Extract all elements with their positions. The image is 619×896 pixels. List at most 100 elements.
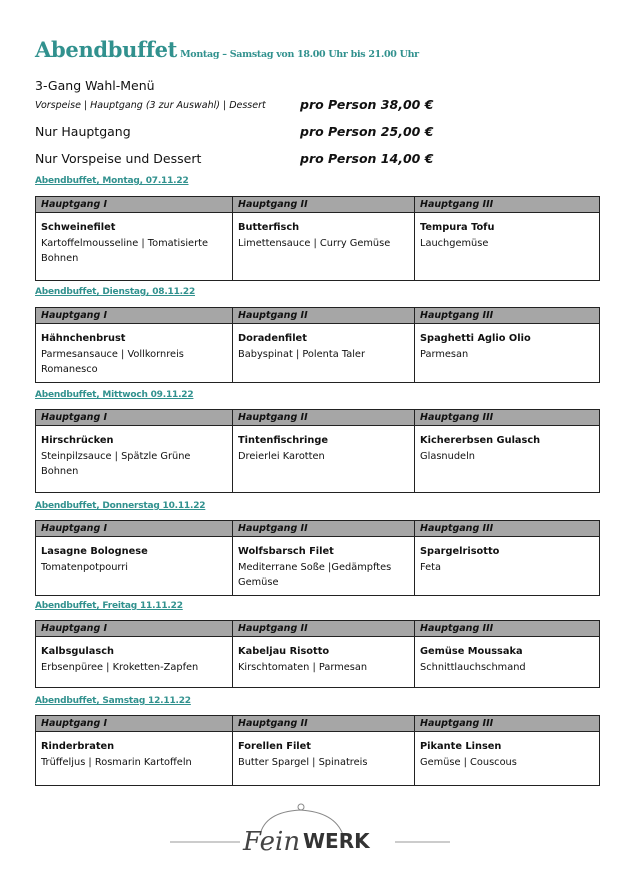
column-header: Hauptgang I [35,520,233,537]
column-header: Hauptgang II [232,620,415,637]
dish-cell: Wolfsbarsch Filet Mediterrane Soße |Gedäm… [232,536,415,596]
column-header: Hauptgang I [35,409,233,426]
day-heading: Abendbuffet, Donnerstag 10.11.22 [35,501,206,511]
dish-cell: Hähnchenbrust Parmesansauce | Vollkornrei… [35,323,233,383]
dish-sides: Parmesansauce | Vollkornreis Romanesco [41,348,184,376]
day-menu-table: Hauptgang I Hauptgang II Hauptgang III Lasa… [35,520,600,596]
dish-sides: Lauchgemüse [420,237,489,249]
table-row: Kalbsgulasch Erbsenpüree | Kroketten-Zapf… [35,636,600,688]
dish-name: Butterfisch [238,222,300,233]
dish-sides: Steinpilzsauce | Spätzle Grüne Bohnen [41,450,191,478]
offer-price-menu: pro Person 38,00 € [300,97,434,112]
dish-sides: Babyspinat | Polenta Taler [238,348,365,360]
dish-name: Rinderbraten [41,741,115,752]
table-row: Hirschrücken Steinpilzsauce | Spätzle Grü… [35,425,600,493]
day-menu-table: Hauptgang I Hauptgang II Hauptgang III Kalb… [35,620,600,688]
dish-sides: Limettensauce | Curry Gemüse [238,237,391,249]
dish-sides: Tomatenpotpourri [41,561,129,573]
dish-name: Spargelrisotto [420,546,500,557]
dish-cell: Tintenfischringe Dreierlei Karotten [232,425,415,493]
dish-name: Hirschrücken [41,435,114,446]
column-header: Hauptgang II [232,196,415,213]
dish-cell: Spaghetti Aglio Olio Parmesan [414,323,600,383]
offer-label-starter-dessert: Nur Vorspeise und Dessert [35,151,202,166]
day-heading: Abendbuffet, Dienstag, 08.11.22 [35,287,196,297]
dish-sides: Parmesan [420,348,469,360]
table-row: Schweinefilet Kartoffelmousseline | Tomat… [35,212,600,281]
title-main: Abendbuffet [35,37,178,62]
dish-name: Lasagne Bolognese [41,546,148,557]
dish-cell: Lasagne Bolognese Tomatenpotpourri [35,536,233,596]
dish-cell: Kalbsgulasch Erbsenpüree | Kroketten-Zapf… [35,636,233,688]
column-header: Hauptgang III [414,620,600,637]
table-header: Hauptgang I Hauptgang II Hauptgang III [35,307,600,324]
page-title: Abendbuffet Montag – Samstag von 18.00 Uh… [35,37,419,62]
dish-cell: Pikante Linsen Gemüse | Couscous [414,731,600,786]
dish-cell: Forellen Filet Butter Spargel | Spinatrei… [232,731,415,786]
dish-sides: Trüffeljus | Rosmarin Kartoffeln [41,756,192,768]
dish-cell: Spargelrisotto Feta [414,536,600,596]
dish-cell: Doradenfilet Babyspinat | Polenta Taler [232,323,415,383]
dish-name: Gemüse Moussaka [420,646,523,657]
dish-name: Tintenfischringe [238,435,329,446]
column-header: Hauptgang III [414,715,600,732]
dish-name: Schweinefilet [41,222,116,233]
dish-cell: Gemüse Moussaka Schnittlauchschmand [414,636,600,688]
dish-name: Spaghetti Aglio Olio [420,333,531,344]
column-header: Hauptgang III [414,409,600,426]
column-header: Hauptgang I [35,196,233,213]
dish-name: Pikante Linsen [420,741,502,752]
column-header: Hauptgang II [232,307,415,324]
feinwerk-logo: Fein WERK [170,803,450,857]
offer-price-starter-dessert: pro Person 14,00 € [300,151,434,166]
offer-label-main: Nur Hauptgang [35,124,131,139]
dish-cell: Schweinefilet Kartoffelmousseline | Tomat… [35,212,233,281]
svg-text:WERK: WERK [303,829,371,853]
dish-sides: Butter Spargel | Spinatreis [238,756,368,768]
dish-cell: Kichererbsen Gulasch Glasnudeln [414,425,600,493]
dish-sides: Dreierlei Karotten [238,450,325,462]
column-header: Hauptgang III [414,196,600,213]
dish-sides: Erbsenpüree | Kroketten-Zapfen [41,661,199,673]
column-header: Hauptgang I [35,715,233,732]
column-header: Hauptgang III [414,520,600,537]
table-header: Hauptgang I Hauptgang II Hauptgang III [35,409,600,426]
column-header: Hauptgang II [232,715,415,732]
day-heading: Abendbuffet, Freitag 11.11.22 [35,601,183,611]
dish-cell: Tempura Tofu Lauchgemüse [414,212,600,281]
column-header: Hauptgang II [232,520,415,537]
dish-name: Kalbsgulasch [41,646,114,657]
offer-detail-menu: Vorspeise | Hauptgang (3 zur Auswahl) | … [35,100,266,111]
title-hours: Montag – Samstag von 18.00 Uhr bis 21.00… [180,49,419,60]
dish-name: Hähnchenbrust [41,333,126,344]
dish-name: Doradenfilet [238,333,307,344]
day-menu-table: Hauptgang I Hauptgang II Hauptgang III Hähn… [35,307,600,383]
dish-sides: Schnittlauchschmand [420,661,526,673]
table-header: Hauptgang I Hauptgang II Hauptgang III [35,620,600,637]
dish-sides: Glasnudeln [420,450,476,462]
table-header: Hauptgang I Hauptgang II Hauptgang III [35,715,600,732]
column-header: Hauptgang II [232,409,415,426]
dish-cell: Rinderbraten Trüffeljus | Rosmarin Kartof… [35,731,233,786]
dish-sides: Kartoffelmousseline | Tomatisierte Bohne… [41,237,208,265]
column-header: Hauptgang I [35,307,233,324]
day-menu-table: Hauptgang I Hauptgang II Hauptgang III Hirs… [35,409,600,493]
table-row: Lasagne Bolognese Tomatenpotpourri Wolfsba… [35,536,600,596]
dish-cell: Hirschrücken Steinpilzsauce | Spätzle Grü… [35,425,233,493]
dish-sides: Gemüse | Couscous [420,756,517,768]
table-row: Hähnchenbrust Parmesansauce | Vollkornrei… [35,323,600,383]
day-menu-table: Hauptgang I Hauptgang II Hauptgang III Rind… [35,715,600,786]
table-header: Hauptgang I Hauptgang II Hauptgang III [35,520,600,537]
table-row: Rinderbraten Trüffeljus | Rosmarin Kartof… [35,731,600,786]
offer-price-main: pro Person 25,00 € [300,124,434,139]
column-header: Hauptgang I [35,620,233,637]
offer-label-menu: 3-Gang Wahl-Menü [35,78,155,93]
svg-text:Fein: Fein [242,827,300,857]
dish-name: Tempura Tofu [420,222,495,233]
day-heading: Abendbuffet, Samstag 12.11.22 [35,696,191,706]
dish-sides: Kirschtomaten | Parmesan [238,661,368,673]
dish-name: Kichererbsen Gulasch [420,435,541,446]
dish-name: Forellen Filet [238,741,311,752]
dish-sides: Feta [420,561,441,573]
